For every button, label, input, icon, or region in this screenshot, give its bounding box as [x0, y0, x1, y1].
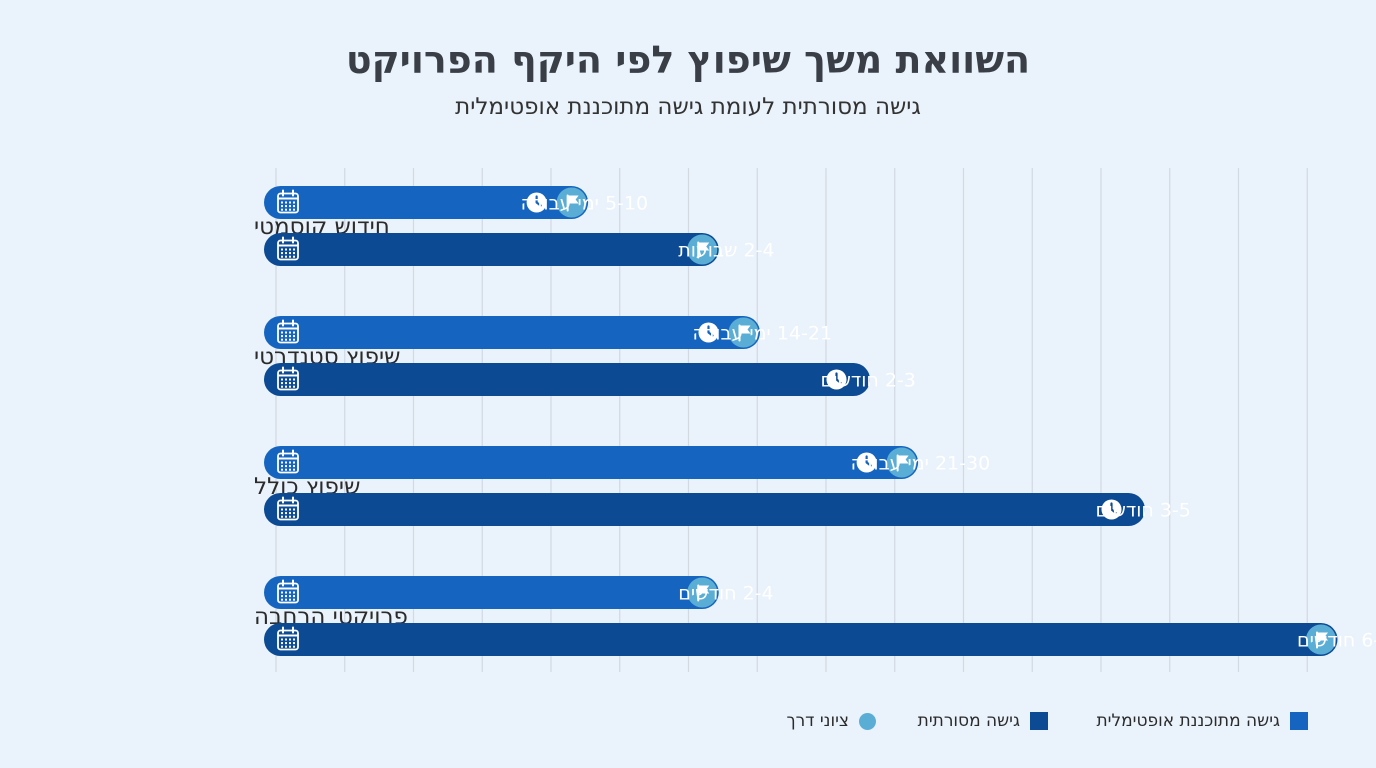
legend-swatch-optimized — [1290, 712, 1308, 730]
clock-icon — [526, 192, 547, 213]
bar-optimized: 5-10 ימי עבודה — [264, 186, 648, 219]
bar — [264, 186, 589, 219]
chart-title: השוואת משך שיפוץ לפי היקף הפרויקט — [345, 38, 1031, 82]
bar-label: 3-5 חודשים — [1096, 500, 1191, 522]
bar-traditional: 3-5 חודשים — [264, 493, 1191, 526]
bar — [264, 493, 1145, 526]
flag-icon — [556, 187, 587, 218]
clock-icon — [1101, 499, 1122, 520]
flag-icon — [886, 447, 917, 478]
bar-optimized: 21-30 ימי עבודה — [264, 446, 990, 479]
calendar-icon — [277, 236, 299, 261]
bar-label: 2-3 חודשים — [821, 370, 916, 392]
flag-icon — [687, 234, 718, 265]
bar — [264, 316, 760, 349]
calendar-icon — [277, 626, 299, 651]
legend-optimized: גישה מתוכננת אופטימלית — [1096, 708, 1308, 734]
calendar-icon — [277, 319, 299, 344]
clock-icon — [698, 322, 719, 343]
bar-label: 6-12 חודשים — [1297, 630, 1376, 652]
bar-label: 21-30 ימי עבודה — [851, 453, 991, 475]
bar-optimized: 2-4 חודשים — [264, 576, 774, 609]
legend-label-optimized: גישה מתוכננת אופטימלית — [1096, 711, 1280, 731]
bar-traditional: 6-12 חודשים — [264, 623, 1376, 656]
bar-label: 2-4 שבועות — [678, 240, 774, 262]
bar — [264, 623, 1338, 656]
flag-icon — [728, 317, 759, 348]
calendar-icon — [277, 189, 299, 214]
bar — [264, 363, 870, 396]
legend-dot-milestone — [859, 712, 876, 730]
chart-subtitle: גישה מסורתית לעומת גישה מתוכננת אופטימלי… — [455, 94, 921, 120]
bar-traditional: 2-3 חודשים — [264, 363, 916, 396]
clock-icon — [856, 452, 877, 473]
legend-swatch-traditional — [1030, 712, 1048, 730]
bar — [264, 446, 919, 479]
bar-traditional: 2-4 שבועות — [264, 233, 775, 266]
bar-label: 2-4 חודשים — [678, 583, 773, 605]
calendar-icon — [277, 579, 299, 604]
flag-icon — [687, 577, 718, 608]
clock-icon — [826, 369, 847, 390]
bar-label: 14-21 ימי עבודה — [693, 323, 833, 345]
bar-label: 5-10 ימי עבודה — [521, 193, 648, 215]
flag-icon — [1306, 624, 1336, 655]
bar-optimized: 14-21 ימי עבודה — [264, 316, 832, 349]
calendar-icon — [277, 496, 299, 521]
bar — [264, 576, 719, 609]
bar — [264, 233, 719, 266]
legend-milestone: ציוני דרך — [786, 708, 876, 734]
legend-label-milestone: ציוני דרך — [786, 711, 849, 731]
calendar-icon — [277, 449, 299, 474]
calendar-icon — [277, 366, 299, 391]
legend-label-traditional: גישה מסורתית — [917, 711, 1020, 731]
legend-traditional: גישה מסורתית — [918, 708, 1048, 734]
